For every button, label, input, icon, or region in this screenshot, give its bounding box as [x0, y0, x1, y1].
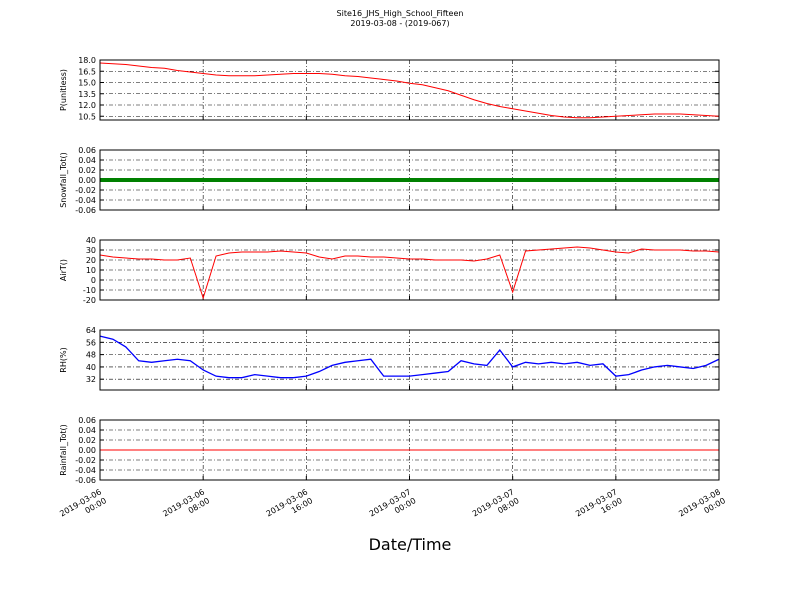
y-tick-label: 18.0	[78, 56, 96, 65]
plot-frame	[99, 239, 720, 301]
x-tick-label-group: 2019-03-0600:00	[58, 487, 108, 527]
x-tick-label-group: 2019-03-0708:00	[471, 487, 521, 527]
y-tick-label: -0.04	[75, 196, 96, 205]
y-axis-label: AirT()	[59, 259, 68, 281]
y-axis-label: Snowfall_Tot()	[59, 152, 68, 208]
y-tick-label: -10	[83, 286, 96, 295]
y-tick-label: 40	[86, 363, 96, 372]
y-tick-label: 0.00	[78, 446, 96, 455]
plot-frame	[99, 329, 720, 391]
y-tick-label: -0.06	[75, 206, 96, 215]
y-axis-label: P(unitless)	[59, 69, 68, 111]
x-tick-label-group: 2019-03-0800:00	[677, 487, 727, 527]
x-tick-label: 2019-03-0608:00	[161, 487, 211, 527]
y-tick-label: -0.02	[75, 456, 96, 465]
x-tick-label: 2019-03-0800:00	[677, 487, 727, 527]
x-tick-label: 2019-03-0700:00	[368, 487, 418, 527]
data-line	[99, 335, 720, 379]
y-tick-label: 15.0	[78, 79, 96, 88]
x-axis-label: Date/Time	[369, 535, 452, 554]
y-tick-label: 30	[86, 246, 96, 255]
y-tick-label: 10.5	[78, 112, 96, 121]
y-axis-label: Rainfall_Tot()	[59, 424, 68, 476]
y-tick-label: 64	[86, 326, 96, 335]
y-tick-label: 40	[86, 236, 96, 245]
y-tick-label: -0.06	[75, 476, 96, 485]
y-tick-label: -0.02	[75, 186, 96, 195]
x-tick-label: 2019-03-0600:00	[58, 487, 108, 527]
x-tick-label-group: 2019-03-0616:00	[265, 487, 315, 527]
chart-title: Site16_JHS_High_School_Fifteen	[337, 9, 464, 18]
y-axis-label: RH(%)	[59, 347, 68, 372]
y-tick-label: 0.06	[78, 416, 96, 425]
y-tick-label: -0.04	[75, 466, 96, 475]
plot-frame	[99, 59, 720, 121]
x-tick-label: 2019-03-0716:00	[574, 487, 624, 527]
x-tick-label-group: 2019-03-0608:00	[161, 487, 211, 527]
y-tick-label: 12.0	[78, 101, 96, 110]
x-tick-label: 2019-03-0616:00	[265, 487, 315, 527]
data-line	[99, 62, 720, 119]
data-line	[99, 246, 720, 300]
x-tick-label-group: 2019-03-0716:00	[574, 487, 624, 527]
x-tick-label-group: 2019-03-0700:00	[368, 487, 418, 527]
y-tick-label: 13.5	[78, 90, 96, 99]
plot-frame	[99, 419, 720, 481]
y-tick-label: 16.5	[78, 67, 96, 76]
y-tick-label: 0.02	[78, 166, 96, 175]
chart-subtitle: 2019-03-08 - (2019-067)	[350, 19, 449, 28]
plot-frame	[99, 149, 720, 211]
x-tick-label: 2019-03-0708:00	[471, 487, 521, 527]
y-tick-label: 0.04	[78, 426, 96, 435]
y-tick-label: 0.00	[78, 176, 96, 185]
y-tick-label: 0.06	[78, 146, 96, 155]
y-tick-label: 48	[86, 351, 96, 360]
y-tick-label: 0	[91, 276, 96, 285]
y-tick-label: 56	[86, 338, 96, 347]
y-tick-label: 0.02	[78, 436, 96, 445]
y-tick-label: 32	[86, 375, 96, 384]
y-tick-label: 0.04	[78, 156, 96, 165]
y-tick-label: 20	[86, 256, 96, 265]
y-tick-label: -20	[83, 296, 96, 305]
y-tick-label: 10	[86, 266, 96, 275]
